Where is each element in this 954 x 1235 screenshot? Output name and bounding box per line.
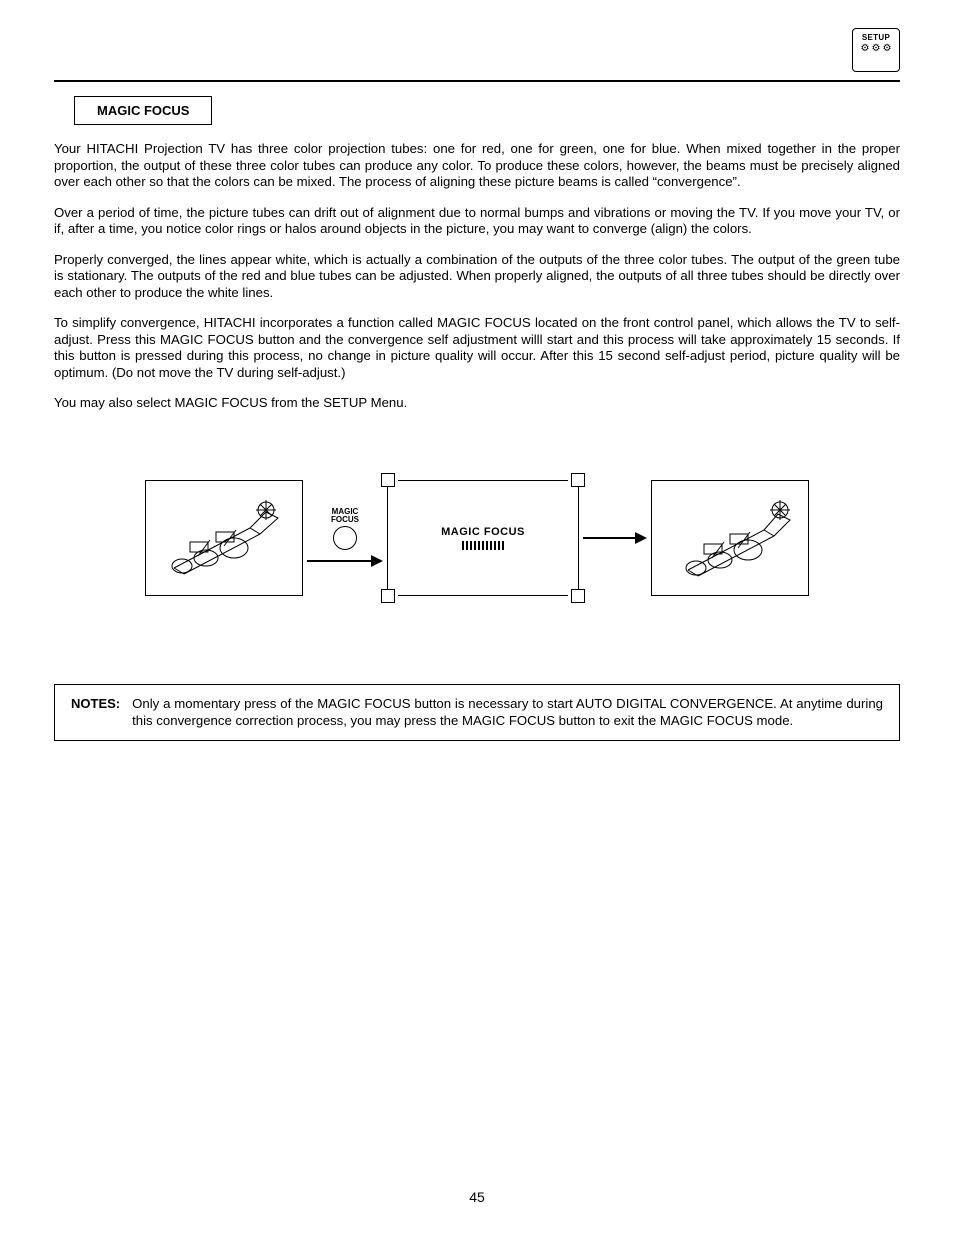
arrow-right-icon [581,531,649,545]
diagram-screen-panel: MAGIC FOCUS [387,480,579,596]
diagram-arrow-button: MAGICFOCUS [303,508,387,568]
setup-badge-label: SETUP [862,33,890,42]
notes-box: NOTES: Only a momentary press of the MAG… [54,684,900,742]
arrow-right-icon [305,554,385,568]
screen-label: MAGIC FOCUS [441,526,525,538]
paragraph-1: Your HITACHI Projection TV has three col… [54,141,900,191]
section-title: MAGIC FOCUS [74,96,212,125]
body-text: Your HITACHI Projection TV has three col… [54,141,900,412]
notes-text: Only a momentary press of the MAGIC FOCU… [132,695,883,731]
setup-badge-gears-icon: ⚙⚙⚙ [861,44,892,54]
projection-assembly-before-icon [154,488,294,588]
paragraph-3: Properly converged, the lines appear whi… [54,252,900,302]
setup-badge: SETUP ⚙⚙⚙ [852,28,900,72]
magic-focus-diagram: MAGICFOCUS MAGIC FOCUS [54,480,900,596]
paragraph-4: To simplify convergence, HITACHI incorpo… [54,315,900,381]
diagram-after-panel [651,480,809,596]
notes-label: NOTES: [71,695,120,731]
progress-bar-icon [462,541,504,550]
magic-focus-button-icon [333,526,357,550]
diagram-before-panel [145,480,303,596]
paragraph-5: You may also select MAGIC FOCUS from the… [54,395,900,412]
diagram-arrow-2 [579,531,651,545]
magic-focus-button-label: MAGICFOCUS [331,508,359,524]
paragraph-2: Over a period of time, the picture tubes… [54,205,900,238]
header-rule [54,80,900,82]
page-number: 45 [0,1189,954,1205]
projection-assembly-after-icon [660,488,800,588]
